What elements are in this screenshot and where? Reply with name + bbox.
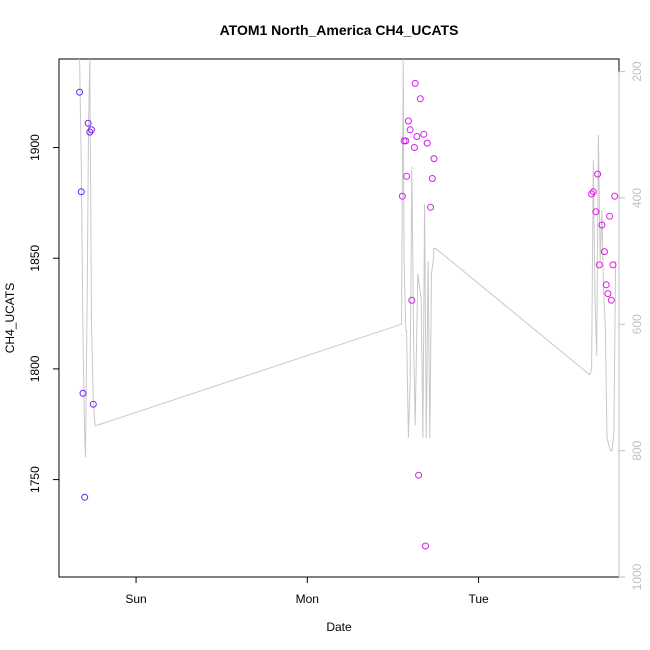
plot-area	[58, 58, 620, 578]
y2-tick-label: 200	[630, 61, 644, 81]
x-tick-label: Tue	[468, 592, 489, 606]
data-point	[595, 261, 603, 269]
data-point	[398, 192, 406, 200]
data-point	[594, 170, 602, 178]
data-point	[403, 172, 411, 180]
data-point	[89, 400, 97, 408]
plot-frame	[58, 58, 620, 578]
y2-tick-label: 1000	[630, 563, 644, 590]
data-point	[598, 221, 606, 229]
data-point	[428, 175, 436, 182]
data-point	[77, 188, 85, 196]
data-point	[408, 296, 416, 304]
data-point	[602, 281, 610, 289]
data-point	[589, 188, 597, 196]
data-point	[79, 389, 87, 397]
y2-tick-label: 400	[630, 188, 644, 208]
y-tick-label: 1750	[28, 466, 42, 493]
altitude-series-line	[79, 58, 617, 458]
x-axis: Sun Mon Tue	[125, 576, 489, 606]
data-point	[420, 130, 428, 138]
data-point	[611, 192, 619, 200]
data-point	[81, 493, 89, 501]
data-point	[402, 137, 410, 145]
data-point	[430, 155, 438, 163]
data-point	[84, 119, 92, 127]
data-point	[411, 79, 419, 87]
data-point	[406, 126, 414, 134]
y-axis-left: 1750 1800 1850 1900	[28, 134, 60, 493]
data-point	[427, 203, 435, 211]
x-tick-label: Sun	[125, 592, 146, 606]
data-point	[422, 542, 429, 550]
data-point	[416, 95, 424, 103]
data-point	[423, 139, 431, 147]
x-axis-label: Date	[326, 620, 352, 634]
data-point	[588, 190, 596, 198]
data-point	[600, 248, 608, 256]
y2-tick-label: 800	[630, 440, 644, 460]
y-tick-label: 1850	[28, 245, 42, 272]
data-point	[410, 144, 418, 151]
data-point	[604, 290, 612, 298]
data-point	[415, 471, 423, 479]
data-point	[404, 117, 412, 125]
data-point	[88, 126, 95, 134]
y2-tick-label: 600	[630, 314, 644, 334]
chart-title: ATOM1 North_America CH4_UCATS	[220, 22, 459, 38]
data-point	[609, 261, 617, 269]
data-point	[592, 208, 600, 216]
data-point	[413, 133, 421, 140]
data-point	[607, 296, 615, 304]
y-axis-right: 200 400 600 800 1000	[618, 61, 644, 590]
x-tick-label: Mon	[296, 592, 319, 606]
y-tick-label: 1800	[28, 355, 42, 382]
data-point	[76, 88, 84, 96]
y-tick-label: 1900	[28, 134, 42, 161]
data-point	[606, 212, 614, 220]
y-axis-label: CH4_UCATS	[3, 283, 17, 353]
ch4-data-points	[76, 79, 619, 550]
